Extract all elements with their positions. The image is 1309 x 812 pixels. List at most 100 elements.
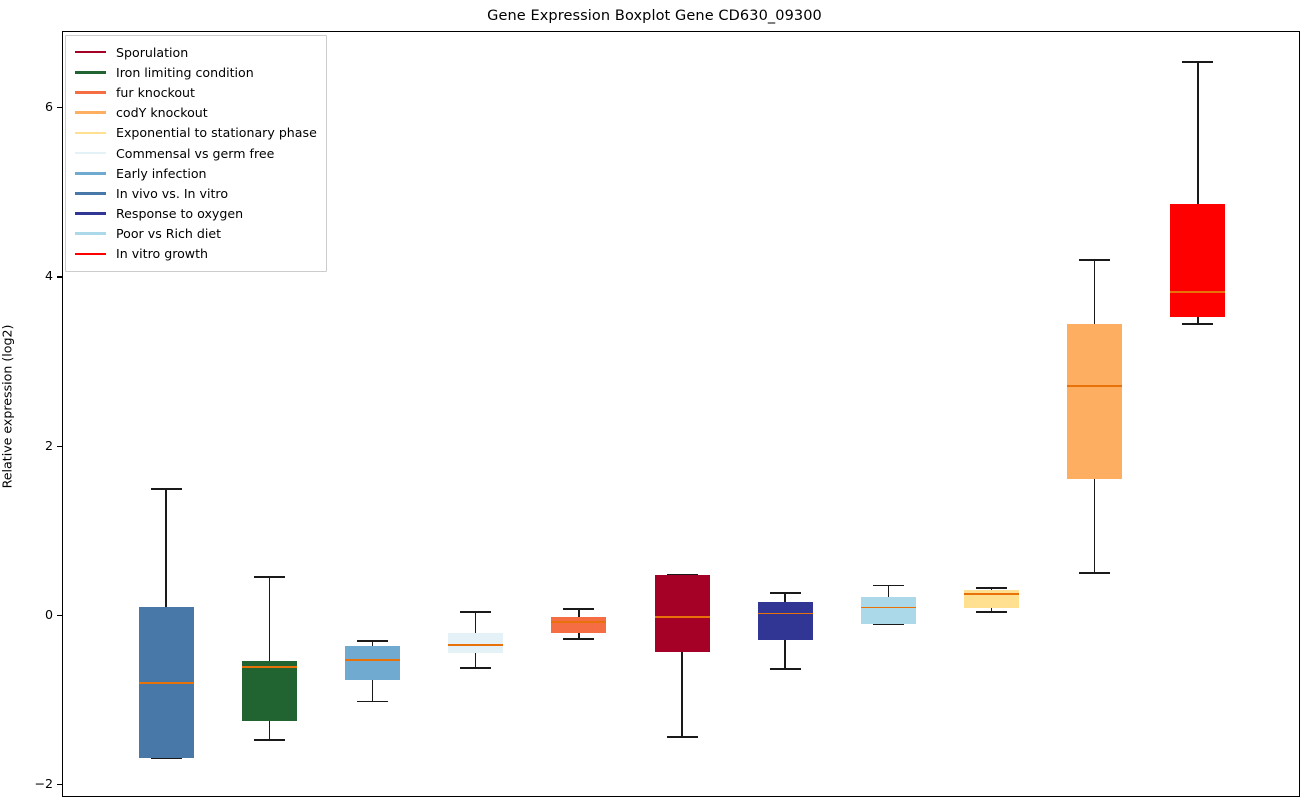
median-line xyxy=(964,593,1019,595)
legend-item[interactable]: codY knockout xyxy=(75,103,317,123)
median-line xyxy=(654,615,710,618)
y-tick-mark xyxy=(57,276,62,278)
whisker-cap-upper xyxy=(1079,258,1111,261)
y-tick-label: −2 xyxy=(34,776,53,792)
legend-item-label: fur knockout xyxy=(116,84,195,100)
legend-item[interactable]: Sporulation xyxy=(75,42,317,62)
whisker-upper xyxy=(1197,61,1199,204)
y-tick-label: 6 xyxy=(44,99,53,115)
chart-legend: Sporulation Iron limiting condition fur kn… xyxy=(65,35,327,273)
boxplot-box[interactable] xyxy=(860,596,916,624)
legend-item[interactable]: In vivo vs. In vitro xyxy=(75,183,317,203)
legend-item[interactable]: fur knockout xyxy=(75,82,317,102)
whisker-cap-upper xyxy=(460,610,492,613)
legend-item-label: Exponential to stationary phase xyxy=(116,125,317,141)
whisker-lower xyxy=(990,607,993,612)
whisker-cap-lower xyxy=(357,700,388,703)
boxplot-box[interactable] xyxy=(551,616,607,633)
legend-item[interactable]: In vitro growth xyxy=(75,244,317,264)
legend-color-swatch xyxy=(75,171,106,175)
y-tick: 2 xyxy=(0,438,62,453)
boxplot-box[interactable] xyxy=(757,601,813,640)
whisker-upper xyxy=(165,489,167,607)
legend-item[interactable]: Commensal vs germ free xyxy=(75,143,317,163)
median-line xyxy=(551,620,607,623)
whisker-lower xyxy=(474,653,477,668)
median-line xyxy=(345,659,400,661)
legend-color-swatch xyxy=(75,50,106,54)
y-axis-label-text: Relative expression (log2) xyxy=(0,324,15,488)
whisker-upper xyxy=(371,640,374,646)
legend-item-label: Poor vs Rich diet xyxy=(116,226,222,242)
median-line xyxy=(448,643,504,646)
whisker-cap-upper xyxy=(769,592,801,595)
whisker-upper xyxy=(887,585,890,597)
whisker-cap-lower xyxy=(1079,571,1111,574)
whisker-cap-lower xyxy=(666,736,698,738)
whisker-lower xyxy=(1197,317,1199,324)
boxplot-box[interactable] xyxy=(345,645,400,681)
median-line xyxy=(1067,384,1123,387)
legend-color-swatch xyxy=(75,70,106,74)
whisker-cap-lower xyxy=(769,668,801,671)
whisker-lower xyxy=(784,639,786,670)
whisker-upper xyxy=(1093,259,1096,324)
boxplot-box[interactable] xyxy=(654,574,710,653)
whisker-cap-upper xyxy=(872,584,904,587)
whisker-cap-upper xyxy=(1182,60,1214,63)
y-tick: 4 xyxy=(0,268,62,283)
legend-color-swatch xyxy=(75,252,106,256)
boxplot-box[interactable] xyxy=(241,660,297,721)
legend-item-label: Sporulation xyxy=(116,44,189,60)
legend-item[interactable]: Early infection xyxy=(75,163,317,183)
whisker-cap-lower xyxy=(150,757,182,760)
legend-item-label: codY knockout xyxy=(116,105,208,121)
boxplot-box[interactable] xyxy=(1170,203,1226,318)
whisker-cap-lower xyxy=(1182,323,1214,325)
y-tick: 6 xyxy=(0,99,62,114)
legend-color-swatch xyxy=(75,232,106,236)
median-line xyxy=(860,606,916,609)
legend-item-label: Iron limiting condition xyxy=(116,64,254,80)
whisker-cap-upper xyxy=(563,608,595,611)
legend-color-swatch xyxy=(75,111,106,114)
whisker-cap-upper xyxy=(666,573,698,576)
legend-item[interactable]: Response to oxygen xyxy=(75,204,317,224)
y-tick-label: 0 xyxy=(44,607,53,623)
whisker-cap-upper xyxy=(253,576,285,579)
median-line xyxy=(241,665,297,668)
whisker-upper xyxy=(784,593,786,602)
whisker-lower xyxy=(681,652,683,738)
legend-color-swatch xyxy=(75,151,106,155)
boxplot-box[interactable] xyxy=(1067,324,1123,479)
y-tick: 0 xyxy=(0,607,62,622)
y-tick-mark xyxy=(57,615,62,617)
whisker-upper xyxy=(268,577,271,661)
y-tick-mark xyxy=(57,784,62,786)
whisker-cap-lower xyxy=(563,637,595,640)
whisker-cap-upper xyxy=(976,587,1007,590)
boxplot-box[interactable] xyxy=(448,632,504,654)
legend-item[interactable]: Poor vs Rich diet xyxy=(75,224,317,244)
chart-title: Gene Expression Boxplot Gene CD630_09300 xyxy=(487,8,822,24)
whisker-lower xyxy=(268,720,271,740)
legend-color-swatch xyxy=(75,131,106,135)
whisker-lower xyxy=(371,680,374,702)
legend-item-label: In vitro growth xyxy=(116,246,209,262)
whisker-cap-lower xyxy=(976,610,1007,613)
legend-color-swatch xyxy=(75,91,106,94)
legend-item-label: Commensal vs germ free xyxy=(116,145,275,161)
legend-color-swatch xyxy=(75,192,106,195)
whisker-lower xyxy=(578,632,580,639)
whisker-cap-lower xyxy=(253,738,285,741)
median-line xyxy=(1170,290,1226,293)
legend-item[interactable]: Iron limiting condition xyxy=(75,62,317,82)
legend-item-label: Early infection xyxy=(116,165,207,181)
legend-item[interactable]: Exponential to stationary phase xyxy=(75,123,317,143)
median-line xyxy=(138,681,194,684)
y-axis-label: Relative expression (log2) xyxy=(0,0,18,812)
whisker-cap-upper xyxy=(150,488,182,490)
whisker-lower xyxy=(1093,478,1096,573)
whisker-upper xyxy=(578,609,580,617)
